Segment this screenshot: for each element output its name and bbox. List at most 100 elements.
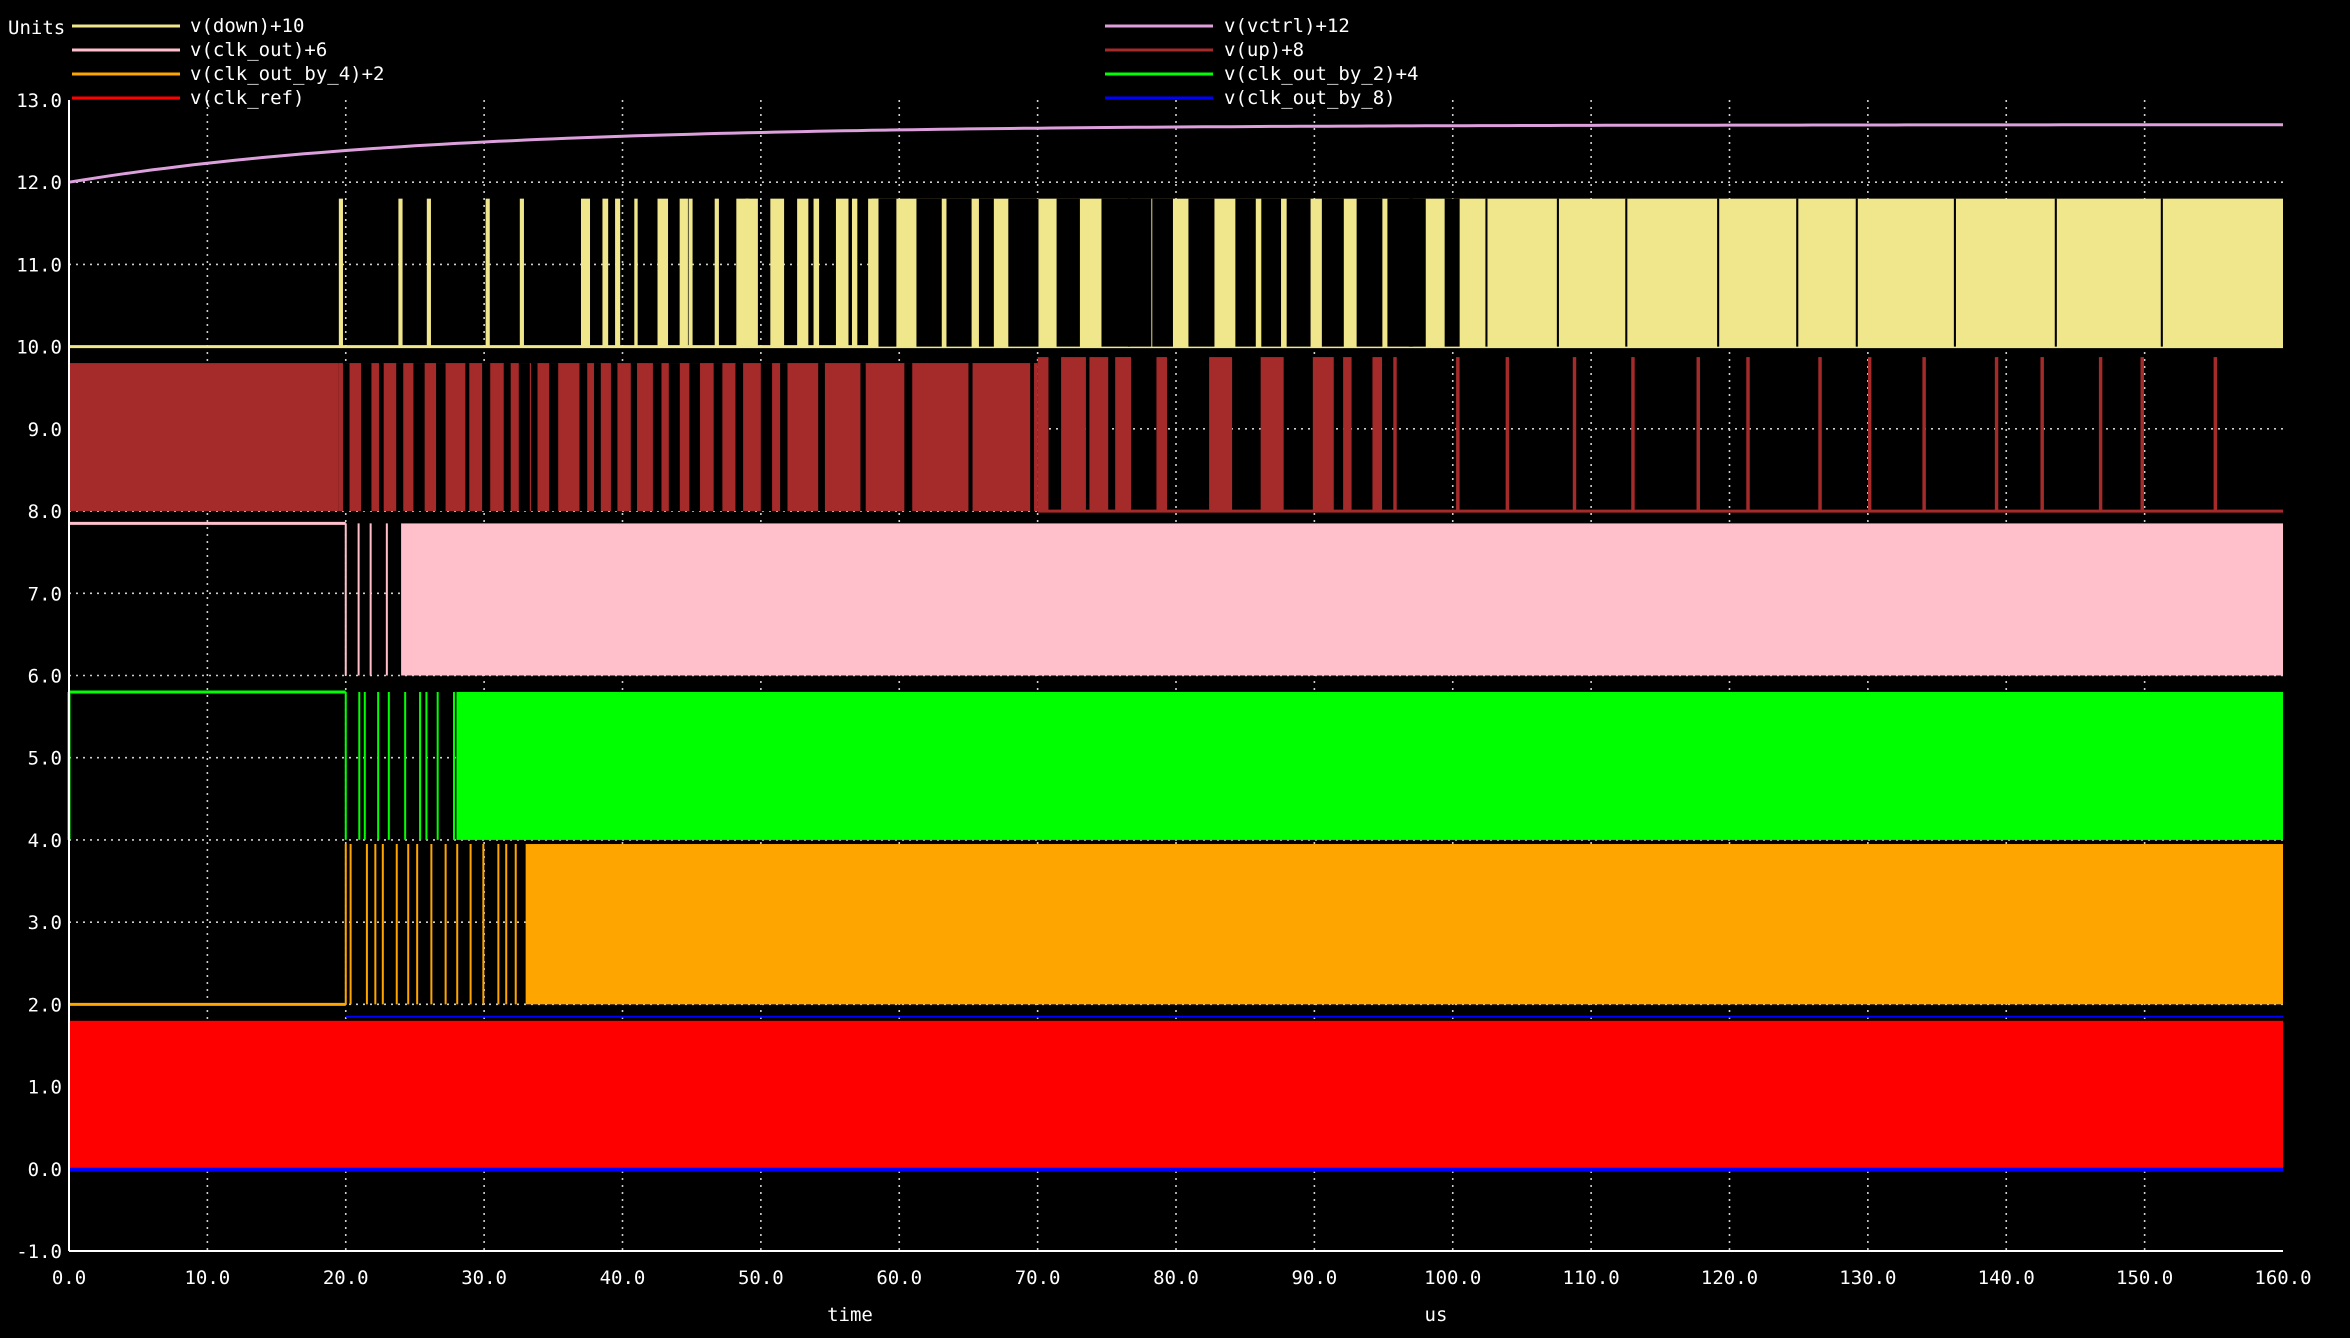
series-pulse <box>657 198 669 347</box>
series-gap <box>378 363 384 512</box>
y-tick-label: 11.0 <box>16 254 62 276</box>
series-gap <box>1444 198 1460 347</box>
legend-label: v(vctrl)+12 <box>1224 15 1350 37</box>
series-gap <box>818 363 825 512</box>
series-pulse <box>1505 357 1510 512</box>
series-gap <box>1152 198 1173 347</box>
series-gap <box>549 363 559 512</box>
series-gap <box>1056 198 1080 347</box>
series-gap <box>689 363 701 512</box>
series-gap <box>1321 198 1344 347</box>
x-tick-label: 70.0 <box>1015 1267 1061 1289</box>
series-gap <box>1556 198 1559 347</box>
series-gap <box>1953 198 1956 347</box>
series-gap <box>1030 363 1035 512</box>
series-pulse <box>2098 357 2103 512</box>
legend-label: v(clk_ref) <box>190 87 304 109</box>
series-gap <box>2160 198 2163 347</box>
series-pulse <box>1260 357 1284 512</box>
series-gap <box>1261 198 1282 347</box>
series-band <box>69 1020 2283 1169</box>
series-band <box>338 363 1038 512</box>
series-pulse <box>688 198 693 347</box>
series-band <box>525 844 2284 1005</box>
x-tick-label: 20.0 <box>323 1267 369 1289</box>
series-gap <box>916 198 942 347</box>
series-pulse <box>679 198 688 347</box>
series-gap <box>1286 198 1311 347</box>
series-gap <box>1796 198 1799 347</box>
series-gap <box>465 363 470 512</box>
series-pulse <box>1922 357 1926 512</box>
series-pulse <box>1696 357 1700 512</box>
series-v-vctrl-12 <box>68 123 2283 184</box>
series-pulse <box>1746 357 1750 512</box>
y-tick-label: 7.0 <box>28 583 62 605</box>
series-gap <box>518 363 530 512</box>
series-gap <box>652 363 662 512</box>
series-pulse <box>1156 357 1168 512</box>
x-tick-label: 100.0 <box>1424 1267 1481 1289</box>
y-tick-label: 3.0 <box>28 912 62 934</box>
series-v-clk-out-6 <box>69 521 2284 676</box>
series-pulse <box>1631 357 1635 512</box>
series-v-down-10 <box>69 198 2284 349</box>
series-band <box>69 363 339 512</box>
series-pulse <box>338 198 343 347</box>
series-gap <box>878 198 897 347</box>
series-gap <box>978 198 994 347</box>
x-tick-label: 130.0 <box>1839 1267 1896 1289</box>
series-gap <box>1485 198 1488 347</box>
series-pulse <box>770 198 785 347</box>
series-gap <box>342 363 350 512</box>
series-pulse <box>1089 357 1109 512</box>
legend-label: v(up)+8 <box>1224 39 1304 61</box>
legend-label: v(clk_out_by_8) <box>1224 87 1396 109</box>
x-tick-label: 150.0 <box>2116 1267 2173 1289</box>
legend-label: v(down)+10 <box>190 15 304 37</box>
x-tick-label: 160.0 <box>2254 1267 2311 1289</box>
series-v-clk-out-by-2-4 <box>67 690 2284 840</box>
legend-label: v(clk_out)+6 <box>190 39 327 61</box>
series-pulse <box>1393 357 1397 512</box>
series-pulse <box>485 198 490 347</box>
series-gap <box>860 363 866 512</box>
series-gap <box>503 363 511 512</box>
series-gap <box>593 363 601 512</box>
series-pulse <box>2040 357 2044 512</box>
series-pulse <box>813 198 820 347</box>
series-gap <box>780 363 788 512</box>
series-gap <box>1127 198 1152 347</box>
series-pulse <box>745 198 758 347</box>
y-tick-label: 5.0 <box>28 748 62 770</box>
y-tick-label: 10.0 <box>16 337 62 359</box>
legend-label: v(clk_out_by_2)+4 <box>1224 63 1418 85</box>
series-pulse <box>1456 357 1460 512</box>
legend-label: v(clk_out_by_4)+2 <box>190 63 384 85</box>
series-gap <box>668 363 680 512</box>
y-tick-label: 6.0 <box>28 666 62 688</box>
series-pulse <box>1372 357 1383 512</box>
series-gap <box>610 363 618 512</box>
series-pulse <box>580 198 591 347</box>
x-tick-label: 60.0 <box>876 1267 922 1289</box>
series-pulse <box>851 198 858 347</box>
y-tick-label: 9.0 <box>28 419 62 441</box>
series-gap <box>2054 198 2057 347</box>
series-gap <box>413 363 425 512</box>
series-gap <box>531 363 538 512</box>
series-pulse <box>797 198 809 347</box>
series-pulse <box>426 198 431 347</box>
series-gap <box>1356 198 1383 347</box>
series-gap <box>482 363 491 512</box>
series-gap <box>1408 198 1426 347</box>
x-axis-unit: us <box>1425 1304 1448 1326</box>
series-gap <box>1008 198 1039 347</box>
series-pulse <box>602 198 609 347</box>
series-pulse <box>1818 357 1822 512</box>
series-v-clk-out-by-4-2 <box>69 844 2284 1006</box>
series-gap <box>396 363 404 512</box>
series-pulse <box>634 198 638 347</box>
series-gap <box>630 363 638 512</box>
